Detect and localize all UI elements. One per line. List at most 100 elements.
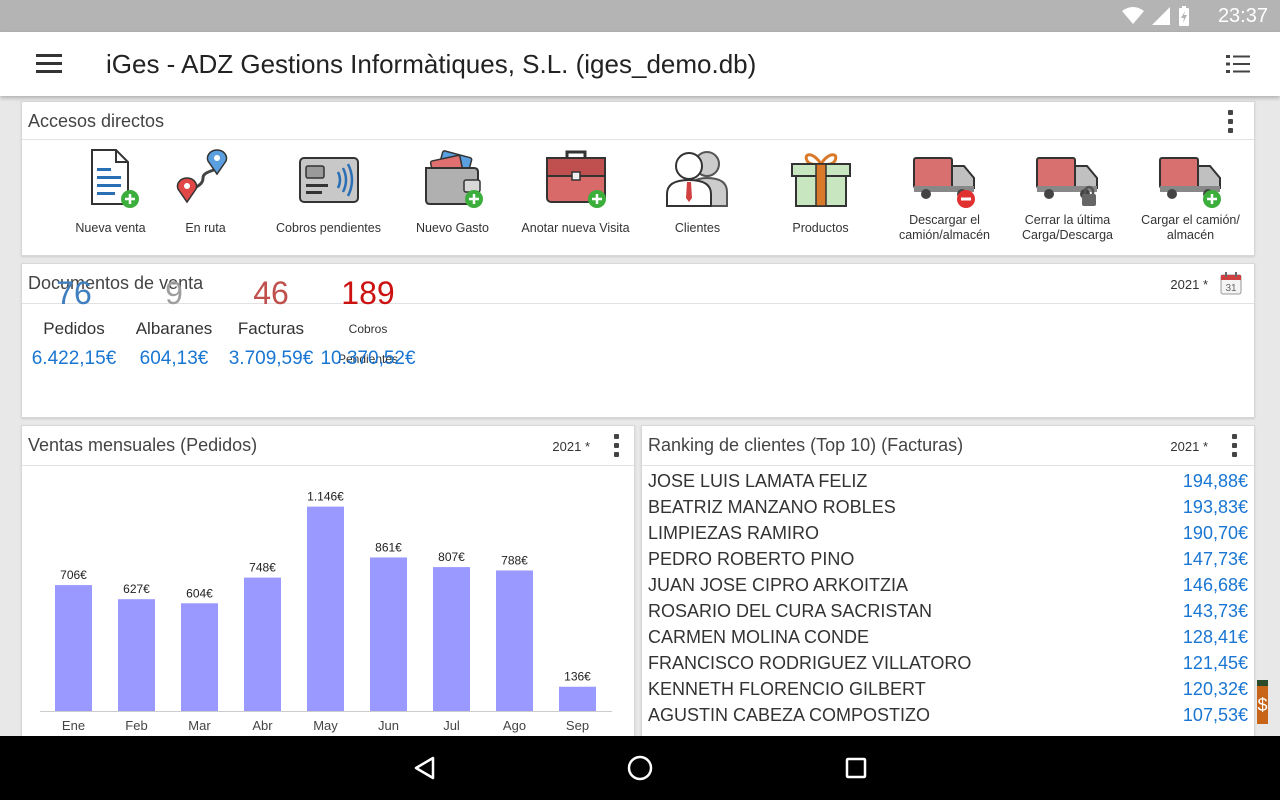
client-name: AGUSTIN CABEZA COMPOSTIZO (648, 705, 931, 725)
shortcut-new-sale[interactable]: Nueva venta (49, 148, 172, 244)
ranking-row[interactable]: BEATRIZ MANZANO ROBLES 193,83€ (648, 494, 1248, 520)
shortcut-new-expense[interactable]: Nuevo Gasto (391, 148, 514, 244)
hamburger-menu-icon[interactable] (36, 54, 62, 74)
shortcut-unload-truck[interactable]: Descargar el camión/almacén (883, 148, 1006, 244)
chart-bar[interactable] (307, 506, 344, 711)
close-load-icon (1035, 157, 1098, 206)
year-filter[interactable]: 2021 * (1170, 439, 1208, 454)
stat-amount: 3.709,59€ (228, 348, 314, 369)
app-bar: iGes - ADZ Gestions Informàtiques, S.L. … (0, 32, 1280, 96)
stat-label: Pedidos (43, 319, 105, 338)
client-amount: 121,45€ (1182, 653, 1248, 673)
new-sale-icon (90, 149, 139, 208)
client-name: FRANCISCO RODRIGUEZ VILLATORO (648, 653, 972, 673)
monthly-sales-title: Ventas mensuales (Pedidos) (28, 435, 258, 455)
client-amount: 193,83€ (1182, 497, 1248, 517)
chart-bar[interactable] (559, 686, 596, 711)
ranking-row[interactable]: LIMPIEZAS RAMIRO 190,70€ (648, 520, 1248, 546)
stat-label: Cobros Pendientes (337, 322, 399, 366)
chart-bar[interactable] (496, 570, 533, 711)
new-visit-icon (545, 150, 606, 208)
stat-count: 76 (56, 275, 92, 311)
chart-bar[interactable] (181, 603, 218, 711)
ranking-row[interactable]: ROSARIO DEL CURA SACRISTAN 143,73€ (648, 598, 1248, 624)
shortcut-clients[interactable]: Clientes (636, 148, 759, 244)
stat-invoices[interactable]: 46 Facturas 3.709,59€ (226, 272, 316, 374)
stat-pending-payments[interactable]: 189 Cobros Pendientes 10.370,52€ (318, 272, 418, 374)
stat-label: Albaranes (135, 319, 213, 338)
shortcuts-more-icon[interactable] (1228, 110, 1234, 136)
bar-value-label: 627€ (123, 582, 150, 596)
sales-documents-title: Documentos de venta (28, 273, 204, 293)
stat-amount: 604,13€ (139, 348, 209, 369)
stat-count: 9 (165, 275, 183, 311)
client-name: BEATRIZ MANZANO ROBLES (648, 497, 896, 517)
ranking-row[interactable]: AGUSTIN CABEZA COMPOSTIZO 107,53€ (648, 702, 1248, 728)
chart-bar[interactable] (244, 577, 281, 711)
shortcut-label: Clientes (674, 220, 721, 235)
shortcut-label: Productos (792, 220, 849, 235)
ranking-more-icon[interactable] (1232, 434, 1238, 460)
shortcut-label: Descargar el camión/almacén (898, 213, 990, 242)
home-icon[interactable] (627, 755, 653, 781)
client-name: KENNETH FLORENCIO GILBERT (648, 679, 926, 699)
status-bar: 23:37 (0, 0, 1280, 32)
x-tick-label: May (313, 718, 338, 733)
bar-value-label: 807€ (438, 550, 465, 564)
route-icon (176, 149, 227, 204)
ranking-row[interactable]: CARMEN MOLINA CONDE 128,41€ (648, 624, 1248, 650)
shortcut-label: En ruta (185, 220, 226, 235)
chart-bar[interactable] (370, 557, 407, 711)
x-tick-label: Ago (503, 718, 526, 733)
chart-bar[interactable] (55, 585, 92, 711)
shortcut-close-load[interactable]: Cerrar la última Carga/Descarga (1006, 148, 1129, 244)
recents-icon[interactable] (845, 757, 867, 779)
clients-icon (665, 151, 728, 207)
shortcut-products[interactable]: Productos (759, 148, 882, 244)
shortcut-label: Anotar nueva Visita (521, 220, 630, 235)
side-badge-icon[interactable]: $ (1257, 680, 1268, 724)
battery-icon (1179, 6, 1189, 26)
shortcuts-card: Accesos directos Nueva venta En ruta (21, 101, 1255, 256)
stat-delivery-notes[interactable]: 9 Albaranes 604,13€ (130, 272, 218, 374)
ranking-row[interactable]: FRANCISCO RODRIGUEZ VILLATORO 121,45€ (648, 650, 1248, 676)
chart-bar[interactable] (118, 599, 155, 711)
back-icon[interactable] (413, 756, 437, 780)
shortcut-pending-payments[interactable]: Cobros pendientes (267, 148, 390, 244)
ranking-row[interactable]: KENNETH FLORENCIO GILBERT 120,32€ (648, 676, 1248, 702)
client-amount: 107,53€ (1182, 705, 1248, 725)
year-filter[interactable]: 2021 * (552, 439, 590, 454)
monthly-sales-header: Ventas mensuales (Pedidos) 2021 * (22, 426, 634, 466)
shortcuts-title: Accesos directos (28, 111, 165, 131)
x-tick-label: Sep (566, 718, 589, 733)
list-view-icon[interactable] (1226, 54, 1250, 74)
bar-value-label: 604€ (186, 586, 213, 600)
shortcut-label: Cargar el camión/ almacén (1141, 213, 1240, 242)
shortcut-label: Cobros pendientes (276, 220, 381, 235)
shortcut-load-truck[interactable]: Cargar el camión/ almacén (1129, 148, 1252, 244)
ranking-row[interactable]: JUAN JOSE CIPRO ARKOITZIA 146,68€ (648, 572, 1248, 598)
x-tick-label: Jun (378, 718, 399, 733)
ranking-row[interactable]: JOSE LUIS LAMATA FELIZ 194,88€ (648, 468, 1248, 494)
stat-orders[interactable]: 76 Pedidos 6.422,15€ (30, 272, 118, 374)
shortcut-route[interactable]: En ruta (144, 148, 267, 244)
signal-icon (1152, 7, 1170, 25)
client-ranking-header: Ranking de clientes (Top 10) (Facturas) … (642, 426, 1254, 466)
status-icons (1122, 6, 1190, 26)
calendar-icon[interactable]: 31 (1220, 271, 1242, 295)
monthly-more-icon[interactable] (614, 434, 620, 460)
year-filter[interactable]: 2021 * (1170, 277, 1208, 292)
chart-bar[interactable] (433, 567, 470, 711)
client-name: CARMEN MOLINA CONDE (648, 627, 870, 647)
x-tick-label: Feb (125, 718, 147, 733)
client-amount: 194,88€ (1182, 471, 1248, 491)
client-name: PEDRO ROBERTO PINO (648, 549, 855, 569)
client-amount: 146,68€ (1182, 575, 1248, 595)
bar-value-label: 136€ (564, 670, 591, 684)
shortcut-new-visit[interactable]: Anotar nueva Visita (514, 148, 637, 244)
client-name: ROSARIO DEL CURA SACRISTAN (648, 601, 933, 621)
clock: 23:37 (1217, 5, 1268, 27)
shortcuts-grid: Nueva venta En ruta Cobros pendientes (22, 148, 1254, 248)
calendar-day: 31 (1225, 283, 1237, 294)
ranking-row[interactable]: PEDRO ROBERTO PINO 147,73€ (648, 546, 1248, 572)
